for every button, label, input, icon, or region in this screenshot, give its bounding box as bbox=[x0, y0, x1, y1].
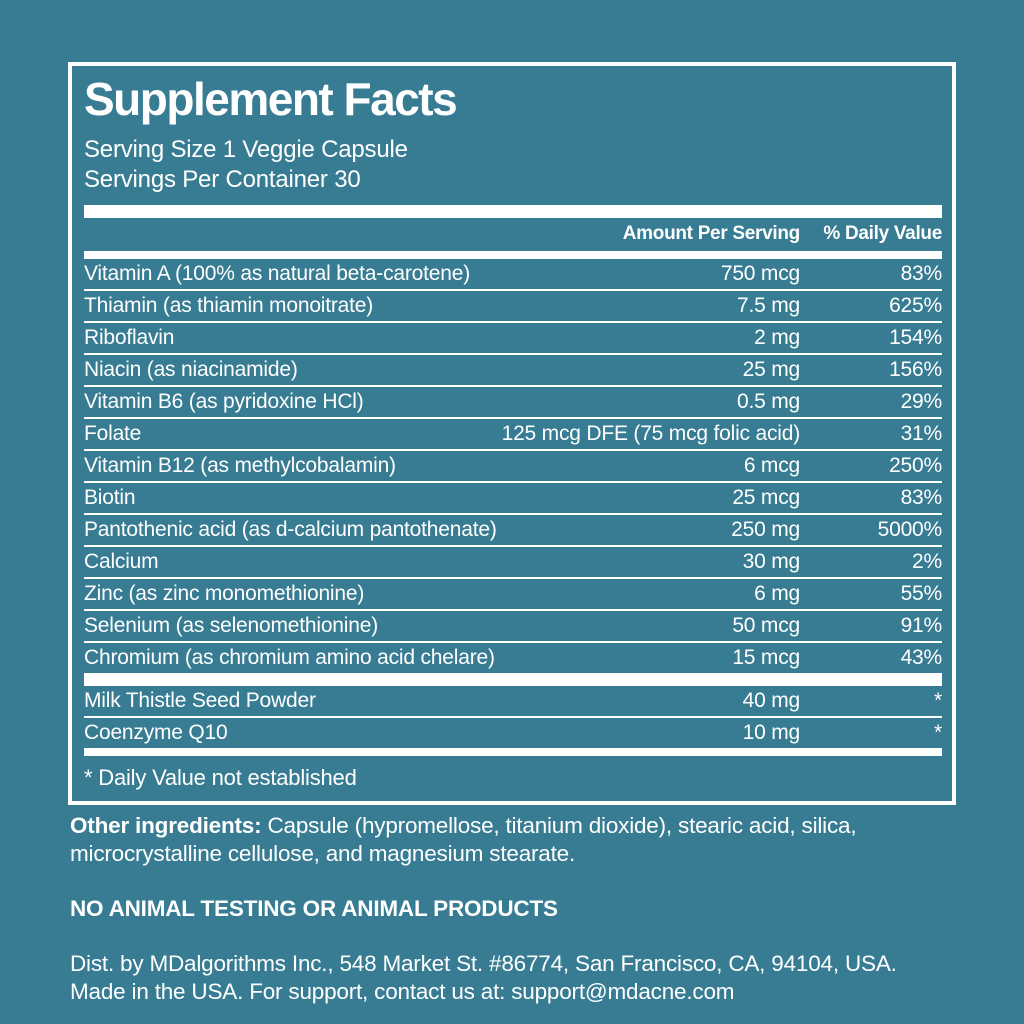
panel-title: Supplement Facts bbox=[84, 73, 458, 125]
extra-ingredient-name: Coenzyme Q10 bbox=[84, 720, 228, 744]
extra-ingredient-rows: Milk Thistle Seed Powder 40 mg * Coenzym… bbox=[84, 686, 942, 748]
nutrient-daily-value: 5000% bbox=[877, 517, 943, 541]
distributor-support-line: Made in the USA. For support, contact us… bbox=[70, 979, 735, 1004]
nutrient-daily-value: 250% bbox=[889, 453, 942, 477]
nutrient-amount: 6 mg bbox=[754, 581, 800, 605]
other-ingredients-list: Capsule (hypromellose, titanium dioxide)… bbox=[70, 813, 857, 866]
other-ingredients-label: Other ingredients: bbox=[70, 813, 262, 838]
supplement-facts-panel: Supplement Facts Serving Size 1 Veggie C… bbox=[68, 62, 956, 805]
serving-size-text: Serving Size 1 Veggie Capsule bbox=[84, 135, 408, 163]
extra-ingredient-amount: 10 mg bbox=[742, 720, 801, 744]
nutrient-row: Calcium 30 mg 2% bbox=[84, 547, 942, 579]
nutrient-row: Selenium (as selenomethionine) 50 mcg 91… bbox=[84, 611, 942, 643]
separator-bar-bottom bbox=[84, 747, 942, 756]
dv-footnote: * Daily Value not established bbox=[84, 764, 357, 790]
nutrient-amount: 6 mcg bbox=[743, 453, 800, 477]
extra-ingredient-row: Milk Thistle Seed Powder 40 mg * bbox=[84, 686, 942, 718]
nutrient-daily-value: 83% bbox=[900, 485, 943, 509]
nutrient-amount: 750 mcg bbox=[720, 261, 800, 285]
nutrient-daily-value: 154% bbox=[889, 325, 942, 349]
nutrient-name: Niacin (as niacinamide) bbox=[84, 357, 298, 381]
nutrient-daily-value: 43% bbox=[900, 645, 943, 669]
nutrient-name: Vitamin B12 (as methylcobalamin) bbox=[84, 453, 396, 477]
nutrient-amount: 125 mcg DFE (75 mcg folic acid) bbox=[501, 421, 801, 445]
nutrient-daily-value: 625% bbox=[889, 293, 942, 317]
nutrient-row: Niacin (as niacinamide) 25 mg 156% bbox=[84, 355, 942, 387]
nutrient-row: Chromium (as chromium amino acid chelare… bbox=[84, 643, 942, 673]
extra-ingredient-daily-value: * bbox=[934, 688, 942, 712]
serving-info: Serving Size 1 Veggie Capsule Servings P… bbox=[84, 135, 942, 195]
nutrient-row: Pantothenic acid (as d-calcium pantothen… bbox=[84, 515, 942, 547]
servings-per-container-text: Servings Per Container 30 bbox=[84, 165, 361, 193]
other-ingredients-text: Other ingredients: Capsule (hypromellose… bbox=[70, 812, 962, 868]
nutrient-row: Riboflavin 2 mg 154% bbox=[84, 323, 942, 355]
nutrient-amount: 50 mcg bbox=[732, 613, 800, 637]
nutrient-amount: 30 mg bbox=[742, 549, 801, 573]
nutrient-row: Vitamin A (100% as natural beta-carotene… bbox=[84, 259, 942, 291]
nutrient-amount: 25 mg bbox=[742, 357, 801, 381]
extra-ingredient-amount: 40 mg bbox=[742, 688, 801, 712]
column-header-amount: Amount Per Serving bbox=[622, 222, 801, 244]
nutrient-name: Chromium (as chromium amino acid chelare… bbox=[84, 645, 495, 669]
nutrient-row: Biotin 25 mcg 83% bbox=[84, 483, 942, 515]
nutrient-amount: 7.5 mg bbox=[737, 293, 800, 317]
nutrient-row: Vitamin B6 (as pyridoxine HCl) 0.5 mg 29… bbox=[84, 387, 942, 419]
nutrient-daily-value: 55% bbox=[900, 581, 943, 605]
nutrient-name: Thiamin (as thiamin monoitrate) bbox=[84, 293, 374, 317]
nutrient-name: Riboflavin bbox=[84, 325, 175, 349]
nutrient-amount: 15 mcg bbox=[732, 645, 800, 669]
nutrient-row: Zinc (as zinc monomethionine) 6 mg 55% bbox=[84, 579, 942, 611]
nutrient-amount: 25 mcg bbox=[732, 485, 800, 509]
separator-bar-mid bbox=[84, 672, 942, 686]
nutrient-amount: 2 mg bbox=[754, 325, 800, 349]
column-header-daily-value: % Daily Value bbox=[823, 222, 942, 244]
nutrient-name: Biotin bbox=[84, 485, 136, 509]
table-header-row: Amount Per Serving % Daily Value bbox=[84, 218, 943, 251]
nutrient-amount: 0.5 mg bbox=[737, 389, 800, 413]
nutrient-daily-value: 156% bbox=[889, 357, 942, 381]
nutrient-daily-value: 83% bbox=[900, 261, 943, 285]
nutrient-name: Folate bbox=[84, 421, 142, 445]
extra-ingredient-name: Milk Thistle Seed Powder bbox=[84, 688, 316, 712]
nutrient-row: Folate 125 mcg DFE (75 mcg folic acid) 3… bbox=[84, 419, 942, 451]
nutrient-row: Vitamin B12 (as methylcobalamin) 6 mcg 2… bbox=[84, 451, 942, 483]
animal-testing-claim: NO ANIMAL TESTING OR ANIMAL PRODUCTS bbox=[70, 896, 558, 921]
nutrient-daily-value: 29% bbox=[900, 389, 943, 413]
nutrient-name: Calcium bbox=[84, 549, 159, 573]
nutrient-daily-value: 2% bbox=[912, 549, 942, 573]
nutrient-daily-value: 91% bbox=[900, 613, 943, 637]
nutrient-amount: 250 mg bbox=[731, 517, 800, 541]
separator-bar-under-header bbox=[84, 250, 942, 259]
extra-ingredient-row: Coenzyme Q10 10 mg * bbox=[84, 718, 942, 748]
nutrient-name: Pantothenic acid (as d-calcium pantothen… bbox=[84, 517, 497, 541]
extra-ingredient-daily-value: * bbox=[934, 720, 942, 744]
separator-bar-top bbox=[84, 204, 942, 218]
nutrient-rows: Vitamin A (100% as natural beta-carotene… bbox=[84, 259, 942, 673]
nutrient-name: Vitamin B6 (as pyridoxine HCl) bbox=[84, 389, 364, 413]
nutrient-name: Vitamin A (100% as natural beta-carotene… bbox=[84, 261, 470, 285]
nutrient-name: Zinc (as zinc monomethionine) bbox=[84, 581, 365, 605]
nutrient-name: Selenium (as selenomethionine) bbox=[84, 613, 378, 637]
nutrient-row: Thiamin (as thiamin monoitrate) 7.5 mg 6… bbox=[84, 291, 942, 323]
bottom-text-block: Other ingredients: Capsule (hypromellose… bbox=[70, 812, 962, 1006]
distributor-text: Dist. by MDalgorithms Inc., 548 Market S… bbox=[70, 950, 962, 1006]
nutrient-daily-value: 31% bbox=[900, 421, 943, 445]
distributor-address-line: Dist. by MDalgorithms Inc., 548 Market S… bbox=[70, 951, 897, 976]
